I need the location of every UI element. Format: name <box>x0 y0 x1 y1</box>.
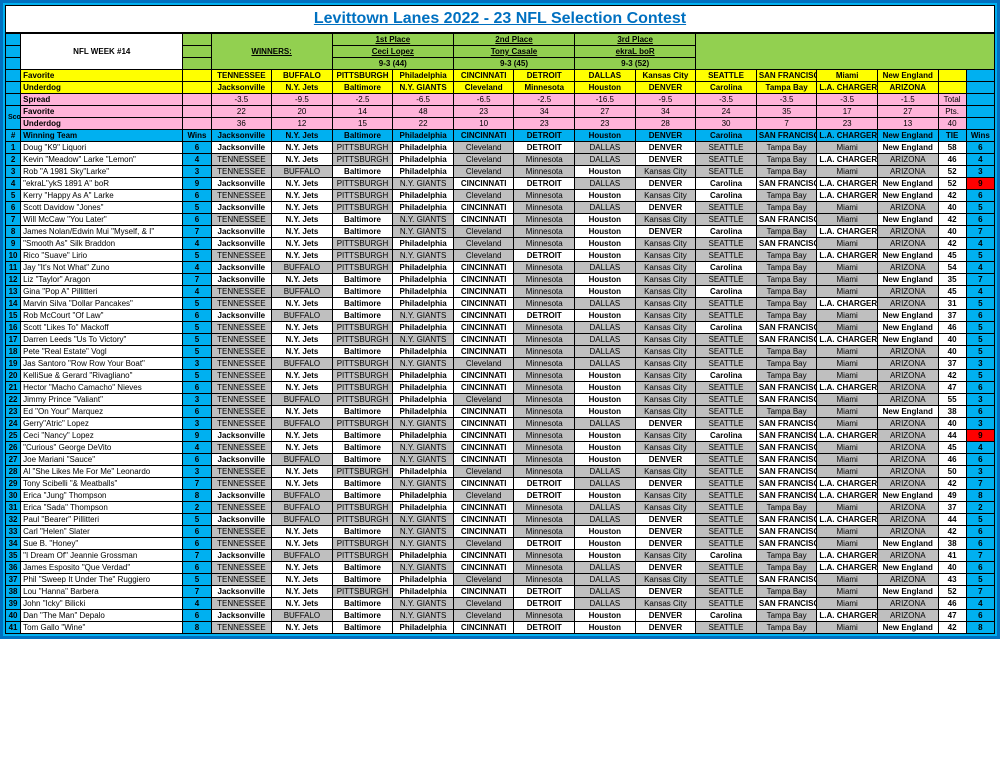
main-table: NFL WEEK #14 WINNERS:1st Place2nd Place3… <box>5 33 995 634</box>
player-name: Gina "Pop A" Pillitteri <box>21 286 183 298</box>
player-name: Gerry"Atric" Lopez <box>21 418 183 430</box>
player-name: Rico "Suave" Lirio <box>21 250 183 262</box>
player-name: John "Icky" Bilicki <box>21 598 183 610</box>
place-header: 3rd Place <box>575 34 696 46</box>
table-row: 25Ceci "Nancy" Lopez9JacksonvilleN.Y. Je… <box>6 430 995 442</box>
player-name: Jas Santoro "Row Row Your Boat" <box>21 358 183 370</box>
table-row: 4"ekraL"ykS 1891 A" boR9JacksonvilleN.Y.… <box>6 178 995 190</box>
table-row: 8James Nolan/Edwin Mui "Myself, & I"7Jac… <box>6 226 995 238</box>
player-name: Scott "Likes To" Mackoff <box>21 322 183 334</box>
player-name: Joe Mariani "Sauce" <box>21 454 183 466</box>
table-row: 1Doug "K9" Liquori6JacksonvilleN.Y. Jets… <box>6 142 995 154</box>
player-name: Doug "K9" Liquori <box>21 142 183 154</box>
player-name: Tom Gallo "Wine" <box>21 622 183 634</box>
player-name: "Curious" George DeVito <box>21 442 183 454</box>
table-row: 9"Smooth As" Silk Braddon4JacksonvilleN.… <box>6 238 995 250</box>
table-row: 3Rob "A 1981 Sky"Larke"3TENNESSEEBUFFALO… <box>6 166 995 178</box>
table-row: 33Carl "Helen" Slater6TENNESSEEN.Y. Jets… <box>6 526 995 538</box>
table-row: 14Marvin Silva "Dollar Pancakes"5TENNESS… <box>6 298 995 310</box>
table-row: 29Tony Scibelli "& Meatballs"7TENNESSEEN… <box>6 478 995 490</box>
table-row: 13Gina "Pop A" Pillitteri4TENNESSEEBUFFA… <box>6 286 995 298</box>
table-row: 35"I Dream Of" Jeannie Grossman7Jacksonv… <box>6 550 995 562</box>
place-name: ekraL boR <box>575 46 696 58</box>
player-name: Pete "Real Estate" Vogl <box>21 346 183 358</box>
player-name: Carl "Helen" Slater <box>21 526 183 538</box>
place-name: Ceci Lopez <box>332 46 453 58</box>
place-record: 9-3 (45) <box>453 58 574 70</box>
player-name: Rob McCourt "Of Law" <box>21 310 183 322</box>
table-row: 41Tom Gallo "Wine"8TENNESSEEN.Y. JetsBal… <box>6 622 995 634</box>
player-name: Darren Leeds "Us To Victory" <box>21 334 183 346</box>
player-name: KelliSue & Gerard "Rivagliano" <box>21 370 183 382</box>
player-name: Sue B. "Honey" <box>21 538 183 550</box>
table-row: 22Jimmy Prince "Valiant"3TENNESSEEBUFFAL… <box>6 394 995 406</box>
player-name: Scott Davidow "Jones" <box>21 202 183 214</box>
player-name: Jay "It's Not What" Zuno <box>21 262 183 274</box>
player-name: Paul "Bearer" Pillitteri <box>21 514 183 526</box>
player-name: Hector "Macho Camacho" Nieves <box>21 382 183 394</box>
player-name: Rob "A 1981 Sky"Larke" <box>21 166 183 178</box>
table-row: 27Joe Mariani "Sauce"6JacksonvilleBUFFAL… <box>6 454 995 466</box>
table-row: 23Ed "On Your" Marquez6TENNESSEEN.Y. Jet… <box>6 406 995 418</box>
table-row: 12Liz "Taylor" Aragon7JacksonvilleN.Y. J… <box>6 274 995 286</box>
table-row: 32Paul "Bearer" Pillitteri5JacksonvilleB… <box>6 514 995 526</box>
place-record: 9-3 (44) <box>332 58 453 70</box>
table-row: 28Al "She Likes Me For Me" Leonardo3TENN… <box>6 466 995 478</box>
table-row: 31Erica "Sada" Thompson2TENNESSEEBUFFALO… <box>6 502 995 514</box>
score-label: Score <box>6 106 21 130</box>
player-name: Ed "On Your" Marquez <box>21 406 183 418</box>
table-row: 10Rico "Suave" Lirio5TENNESSEEN.Y. JetsP… <box>6 250 995 262</box>
table-row: 30Erica "Jung" Thompson8JacksonvilleBUFF… <box>6 490 995 502</box>
table-row: 34Sue B. "Honey"6TENNESSEEN.Y. JetsPITTS… <box>6 538 995 550</box>
player-name: Marvin Silva "Dollar Pancakes" <box>21 298 183 310</box>
table-row: 39John "Icky" Bilicki4TENNESSEEN.Y. Jets… <box>6 598 995 610</box>
place-record: 9-3 (52) <box>575 58 696 70</box>
player-name: Tony Scibelli "& Meatballs" <box>21 478 183 490</box>
player-name: James Nolan/Edwin Mui "Myself, & I" <box>21 226 183 238</box>
player-name: Dan "The Man" Depalo <box>21 610 183 622</box>
table-row: 16Scott "Likes To" Mackoff5TENNESSEEN.Y.… <box>6 322 995 334</box>
player-name: "I Dream Of" Jeannie Grossman <box>21 550 183 562</box>
week-label: NFL WEEK #14 <box>21 34 183 70</box>
player-name: Erica "Jung" Thompson <box>21 490 183 502</box>
table-row: 37Phil "Sweep It Under The" Ruggiero5TEN… <box>6 574 995 586</box>
player-name: Phil "Sweep It Under The" Ruggiero <box>21 574 183 586</box>
table-row: 6Scott Davidow "Jones"5JacksonvilleN.Y. … <box>6 202 995 214</box>
table-row: 24Gerry"Atric" Lopez3TENNESSEEBUFFALOPIT… <box>6 418 995 430</box>
table-row: 21Hector "Macho Camacho" Nieves6TENNESSE… <box>6 382 995 394</box>
table-row: 17Darren Leeds "Us To Victory"5TENNESSEE… <box>6 334 995 346</box>
player-name: Al "She Likes Me For Me" Leonardo <box>21 466 183 478</box>
player-name: James Esposito "Que Verdad" <box>21 562 183 574</box>
player-name: Jimmy Prince "Valiant" <box>21 394 183 406</box>
player-name: Erica "Sada" Thompson <box>21 502 183 514</box>
table-row: 2Kevin "Meadow" Larke "Lemon"4TENNESSEEN… <box>6 154 995 166</box>
player-name: Lou "Hanna" Barbera <box>21 586 183 598</box>
place-header: 2nd Place <box>453 34 574 46</box>
table-row: 15Rob McCourt "Of Law"6JacksonvilleBUFFA… <box>6 310 995 322</box>
table-row: 19Jas Santoro "Row Row Your Boat"3TENNES… <box>6 358 995 370</box>
player-name: "ekraL"ykS 1891 A" boR <box>21 178 183 190</box>
place-header: 1st Place <box>332 34 453 46</box>
place-name: Tony Casale <box>453 46 574 58</box>
table-row: 38Lou "Hanna" Barbera7JacksonvilleN.Y. J… <box>6 586 995 598</box>
player-name: "Smooth As" Silk Braddon <box>21 238 183 250</box>
player-name: Kevin "Meadow" Larke "Lemon" <box>21 154 183 166</box>
table-row: 20KelliSue & Gerard "Rivagliano"5TENNESS… <box>6 370 995 382</box>
table-row: 36James Esposito "Que Verdad"6TENNESSEEN… <box>6 562 995 574</box>
player-name: Ceci "Nancy" Lopez <box>21 430 183 442</box>
player-name: Will McCaw "You Later" <box>21 214 183 226</box>
winners-label: WINNERS: <box>211 34 332 70</box>
table-row: 40Dan "The Man" Depalo6JacksonvilleBUFFA… <box>6 610 995 622</box>
table-row: 18Pete "Real Estate" Vogl5TENNESSEEN.Y. … <box>6 346 995 358</box>
table-row: 7Will McCaw "You Later"6TENNESSEEN.Y. Je… <box>6 214 995 226</box>
table-row: 26"Curious" George DeVito4TENNESSEEN.Y. … <box>6 442 995 454</box>
player-name: Liz "Taylor" Aragon <box>21 274 183 286</box>
table-row: 5Kerry "Happy As A" Larke6TENNESSEEN.Y. … <box>6 190 995 202</box>
table-row: 11Jay "It's Not What" Zuno4JacksonvilleB… <box>6 262 995 274</box>
player-name: Kerry "Happy As A" Larke <box>21 190 183 202</box>
page-title: Levittown Lanes 2022 - 23 NFL Selection … <box>5 5 995 33</box>
